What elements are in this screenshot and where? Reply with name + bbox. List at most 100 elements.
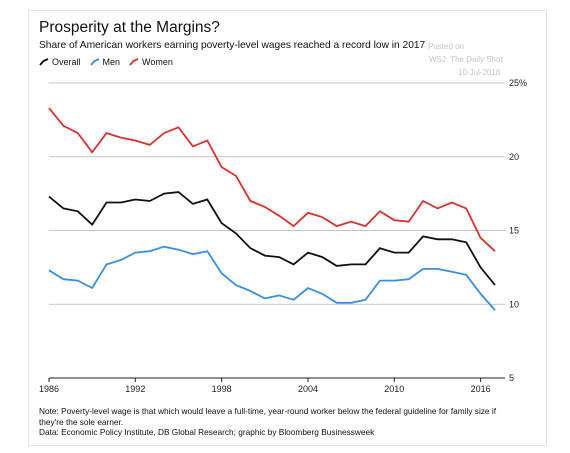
data-point-men-1998 [220,272,223,275]
legend-item-overall: Overall [39,57,81,67]
data-point-overall-2008 [364,263,367,266]
watermark-line-source: WSJ: The Daily Shot [429,55,503,64]
data-point-men-2014 [450,270,453,273]
data-point-women-2013 [436,207,439,210]
data-point-overall-1996 [191,202,194,205]
data-point-men-2013 [436,267,439,270]
data-point-women-2008 [364,225,367,228]
data-point-men-2016 [479,292,482,295]
data-point-men-2017 [494,309,497,312]
data-point-overall-2016 [479,266,482,269]
data-point-overall-1995 [177,191,180,194]
data-point-women-1992 [134,139,137,142]
series-line-women [48,107,496,252]
data-point-overall-2003 [292,263,295,266]
data-point-overall-2006 [335,264,338,267]
legend-swatch-men [89,58,99,66]
data-point-women-2017 [494,250,497,253]
data-point-overall-1986 [48,195,51,198]
data-point-women-2006 [335,225,338,228]
data-point-men-2001 [263,297,266,300]
chart-title: Prosperity at the Margins? [39,19,220,36]
data-point-men-2009 [378,279,381,282]
data-point-women-1995 [177,126,180,129]
data-point-men-2005 [321,292,324,295]
data-point-men-1995 [177,248,180,251]
data-point-overall-1988 [76,210,79,213]
data-point-overall-2005 [321,256,324,259]
data-point-overall-2012 [422,235,425,238]
x-tick-label-1992: 1992 [125,384,145,394]
data-point-men-1989 [91,287,94,290]
x-tick-label-1998: 1998 [212,384,232,394]
data-point-women-2002 [278,214,281,217]
data-point-men-2002 [278,294,281,297]
data-point-men-1996 [191,253,194,256]
data-point-overall-1994 [163,192,166,195]
chart-card [28,10,547,446]
y-tick-label-20: 20 [509,152,519,162]
data-point-men-1986 [48,269,51,272]
data-point-overall-1992 [134,198,137,201]
data-point-women-2009 [378,210,381,213]
data-point-women-2004 [307,211,310,214]
data-point-overall-1990 [105,201,108,204]
data-point-overall-1993 [148,200,151,203]
data-point-overall-2015 [465,241,468,244]
data-point-women-1993 [148,143,151,146]
data-point-women-2016 [479,236,482,239]
data-point-men-1999 [235,284,238,287]
data-point-women-1991 [119,136,122,139]
data-point-men-2006 [335,301,338,304]
data-point-women-1988 [76,132,79,135]
footnote-note: Note: Poverty-level wage is that which w… [39,406,497,427]
data-point-men-2008 [364,298,367,301]
legend-label-overall: Overall [52,57,81,67]
data-point-overall-1998 [220,222,223,225]
legend-item-men: Men [89,57,120,67]
legend-swatch-men-line [89,58,99,66]
data-point-overall-1997 [206,198,209,201]
data-point-women-2005 [321,216,324,219]
series-line-men [48,245,496,311]
x-tick-label-2004: 2004 [298,384,318,394]
data-point-women-2015 [465,207,468,210]
data-point-women-2014 [450,201,453,204]
data-point-women-2001 [263,205,266,208]
watermark: Posted on WSJ: The Daily Shot 10-Jul-201… [428,40,503,79]
x-tick-label-2016: 2016 [471,384,491,394]
y-tick-label-5: 5 [509,373,514,383]
data-point-women-1987 [62,124,65,127]
data-point-men-2011 [407,278,410,281]
data-point-women-2011 [407,220,410,223]
x-tick-label-2010: 2010 [384,384,404,394]
data-point-men-1993 [148,250,151,253]
data-point-overall-2004 [307,251,310,254]
x-tick-label-1986: 1986 [39,384,59,394]
legend-swatch-women [129,58,139,66]
data-point-men-2010 [393,279,396,282]
data-point-men-1992 [134,251,137,254]
data-point-men-1990 [105,263,108,266]
data-point-overall-2010 [393,251,396,254]
data-point-women-1997 [206,139,209,142]
data-point-overall-1987 [62,207,65,210]
data-point-men-1988 [76,279,79,282]
data-point-women-2003 [292,225,295,228]
chart-legend: Overall Men Women [39,57,182,67]
data-point-men-2003 [292,298,295,301]
data-point-men-1987 [62,278,65,281]
legend-swatch-overall [39,58,49,66]
footnote-source: Data: Economic Policy Institute, DB Glob… [39,427,375,437]
legend-item-women: Women [129,57,173,67]
data-point-overall-2014 [450,238,453,241]
data-point-women-1998 [220,166,223,169]
y-tick-label-10: 10 [509,299,519,309]
data-point-women-1996 [191,145,194,148]
data-point-overall-2000 [249,247,252,250]
data-point-women-1990 [105,132,108,135]
legend-swatch-overall-line [39,58,49,66]
data-point-overall-2002 [278,256,281,259]
watermark-line-date: 10-Jul-2018 [458,68,501,77]
